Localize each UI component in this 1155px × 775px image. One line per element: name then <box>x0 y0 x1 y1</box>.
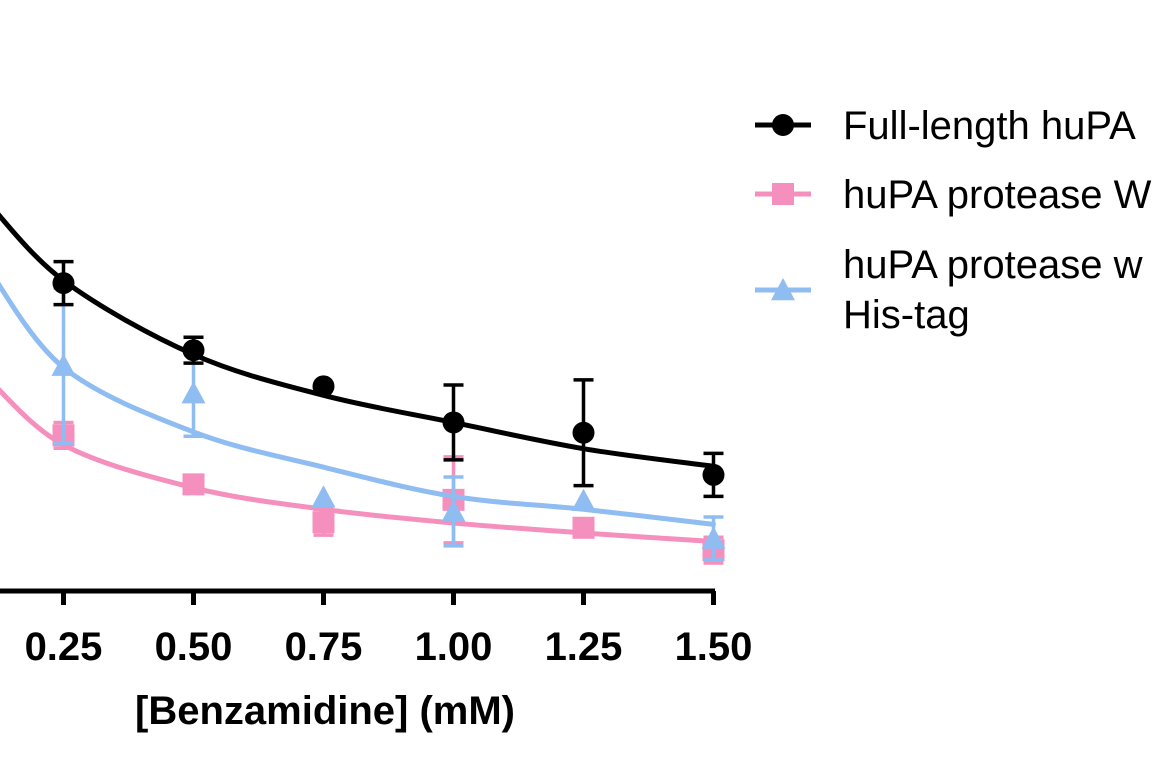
legend-label: His-tag <box>843 293 970 337</box>
x-tick-label: 1.00 <box>415 625 493 669</box>
legend-label: Full-length huPA <box>843 104 1136 148</box>
series-0 <box>0 212 725 499</box>
fit-curve <box>0 281 716 527</box>
x-tick-label: 0.75 <box>285 625 363 669</box>
data-point <box>701 526 726 549</box>
legend-item: huPA protease w His-tag <box>755 243 1143 337</box>
plot-area <box>0 212 726 565</box>
data-point <box>182 339 205 362</box>
data-point <box>571 488 596 511</box>
legend-item: Full-length huPA <box>755 104 1136 148</box>
data-point <box>181 381 206 404</box>
legend-item: huPA protease W <box>755 173 1152 217</box>
series-2 <box>0 281 726 562</box>
x-tick-label: 1.50 <box>675 625 753 669</box>
axes: 0.25 0.50 0.75 1.00 1.25 1.50 [Benzamidine] (m… <box>0 588 753 733</box>
x-tick-label: 0.25 <box>25 625 103 669</box>
fit-curve <box>0 212 716 469</box>
legend-label: huPA protease w <box>843 243 1143 287</box>
legend-marker <box>772 183 794 205</box>
data-point <box>572 421 595 444</box>
data-point <box>51 353 76 376</box>
data-point <box>182 473 205 496</box>
data-point <box>702 463 725 486</box>
data-point <box>441 499 466 522</box>
legend-marker <box>772 114 794 136</box>
series-1 <box>0 387 725 565</box>
legend: Full-length huPA huPA protease W huPA prot… <box>755 104 1152 337</box>
x-axis-title: [Benzamidine] (mM) <box>135 689 515 733</box>
data-point <box>52 272 75 295</box>
x-tick-label: 0.50 <box>155 625 233 669</box>
legend-marker <box>771 278 795 301</box>
data-point <box>572 516 595 539</box>
data-point <box>311 485 336 508</box>
data-point <box>312 375 335 398</box>
data-point <box>442 411 465 434</box>
data-point <box>312 511 335 534</box>
legend-label: huPA protease W <box>843 173 1152 217</box>
x-tick-label: 1.25 <box>545 625 623 669</box>
